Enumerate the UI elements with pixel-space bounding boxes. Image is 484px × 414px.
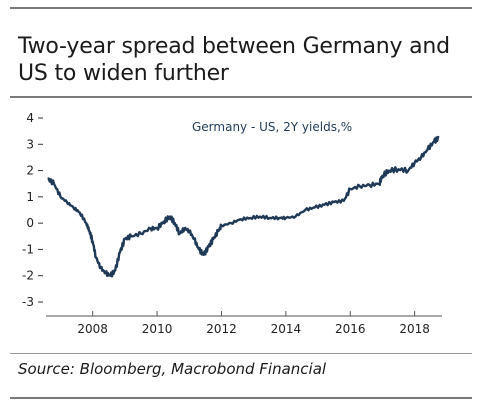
source-note: Source: Bloomberg, Macrobond Financial bbox=[18, 360, 327, 378]
chart-frame bbox=[10, 7, 472, 399]
x-tick-label: 2008 bbox=[77, 322, 108, 336]
x-tick-label: 2014 bbox=[271, 322, 302, 336]
y-tick-label: -3 bbox=[22, 295, 34, 309]
y-axis: 4 3 2 1 0 -1 -2 -3 bbox=[22, 111, 43, 309]
x-tick-label: 2012 bbox=[206, 322, 237, 336]
chart-title: Two-year spread between Germany and US t… bbox=[18, 34, 450, 86]
x-tick-label: 2018 bbox=[399, 322, 430, 336]
legend-label: Germany - US, 2Y yields,% bbox=[192, 120, 352, 134]
y-tick-label: 2 bbox=[26, 164, 34, 178]
y-tick-label: -1 bbox=[22, 242, 34, 256]
y-tick-label: 0 bbox=[26, 216, 34, 230]
x-axis: 2008 2010 2012 2014 2016 2018 bbox=[46, 311, 442, 336]
y-tick-label: 1 bbox=[26, 190, 34, 204]
y-tick-label: -2 bbox=[22, 269, 34, 283]
x-tick-label: 2016 bbox=[335, 322, 366, 336]
y-tick-label: 4 bbox=[26, 111, 34, 125]
y-tick-label: 3 bbox=[26, 137, 34, 151]
title-divider bbox=[10, 96, 472, 98]
x-tick-label: 2010 bbox=[142, 322, 173, 336]
series-line bbox=[47, 135, 440, 278]
series-layer bbox=[47, 135, 440, 278]
source-divider bbox=[10, 353, 472, 354]
